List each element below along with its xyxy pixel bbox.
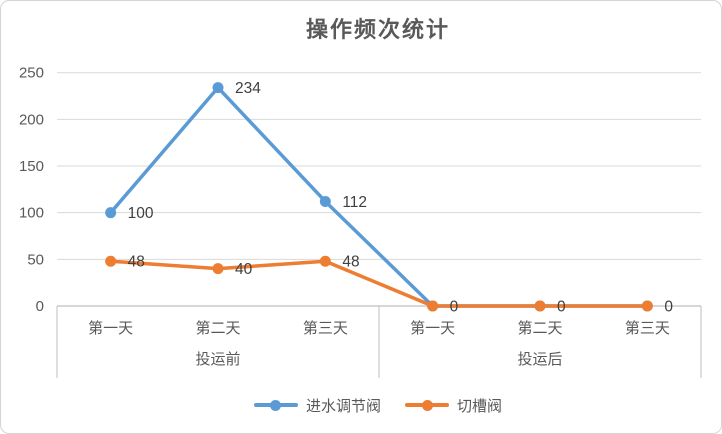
- legend-label-series-2: 切槽阀: [457, 397, 503, 415]
- series-line: [108, 85, 650, 308]
- category-dividers: [56, 306, 702, 378]
- data-label: 48: [342, 254, 359, 271]
- data-label: 48: [128, 254, 145, 271]
- data-label: 0: [664, 299, 673, 316]
- category-label: 第一天: [88, 319, 133, 337]
- category-label: 第三天: [625, 319, 670, 337]
- category-label: 第二天: [195, 319, 240, 337]
- y-axis-tick-labels: 0 50 100 150 200 250: [19, 65, 44, 315]
- gridlines: [57, 72, 701, 260]
- data-point-marker-icon: [641, 300, 653, 312]
- legend-item-series-2: 切槽阀: [405, 395, 502, 416]
- series-line: [108, 259, 650, 308]
- data-point-marker-icon: [105, 207, 117, 219]
- legend-line-marker-icon: [405, 399, 449, 411]
- y-tick-label: 0: [36, 298, 44, 315]
- data-label: 100: [128, 205, 154, 222]
- data-point-marker-icon: [105, 255, 117, 267]
- y-tick-label: 250: [19, 65, 44, 82]
- y-tick-label: 50: [27, 251, 44, 268]
- series-2-line: 48 40 48 0 0 0: [105, 254, 673, 316]
- category-label: 第三天: [303, 319, 348, 337]
- data-label: 0: [450, 299, 459, 316]
- data-point-marker-icon: [212, 82, 224, 94]
- category-group-label: 投运前: [195, 351, 240, 368]
- data-label: 112: [342, 194, 367, 211]
- legend-line-marker-icon: [253, 399, 298, 411]
- category-label: 第二天: [517, 319, 562, 337]
- data-label: 0: [557, 299, 566, 316]
- data-point-marker-icon: [427, 300, 439, 312]
- data-point-marker-icon: [319, 255, 331, 267]
- data-point-marker-icon: [319, 195, 331, 207]
- y-tick-label: 150: [19, 158, 44, 175]
- data-label: 234: [235, 80, 261, 97]
- data-label: 40: [235, 261, 253, 278]
- y-tick-label: 100: [19, 205, 44, 222]
- series-1-line: 100 234 112: [105, 80, 653, 312]
- legend-dot-icon: [421, 399, 433, 411]
- y-tick-label: 200: [19, 111, 44, 128]
- chart-title: 操作频次统计: [305, 17, 450, 42]
- legend-item-series-1: 进水调节阀: [253, 395, 381, 416]
- category-label: 第一天: [410, 319, 455, 337]
- category-group-label: 投运后: [517, 351, 562, 368]
- legend: 进水调节阀 切槽阀: [57, 393, 699, 417]
- legend-dot-icon: [270, 399, 282, 411]
- data-point-marker-icon: [534, 300, 546, 312]
- data-point-marker-icon: [212, 263, 224, 275]
- legend-label-series-1: 进水调节阀: [305, 397, 381, 415]
